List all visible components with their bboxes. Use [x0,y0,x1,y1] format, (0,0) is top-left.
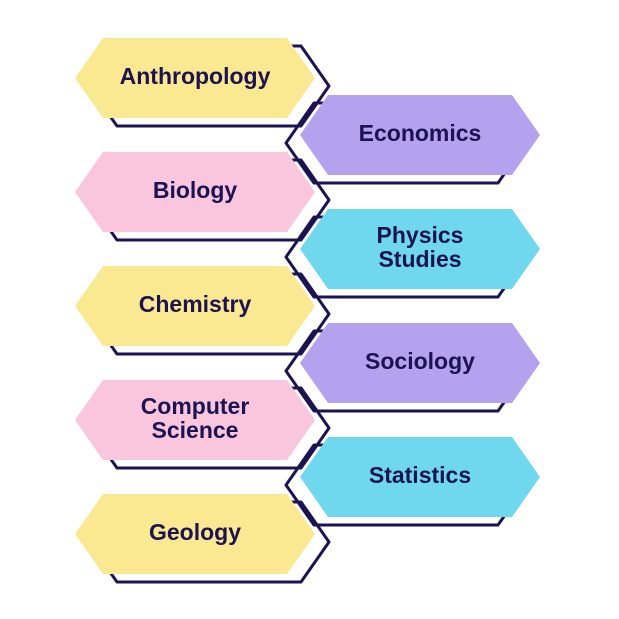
hex-anthropology: Anthropology [75,38,329,126]
hex-label: ComputerScience [141,393,250,443]
hex-label: Anthropology [120,63,271,89]
hex-label: Economics [359,120,482,146]
hex-chemistry: Chemistry [75,266,329,354]
hex-biology: Biology [75,152,329,240]
hex-economics: Economics [286,95,540,183]
subjects-hex-diagram: Anthropology Biology Chemistry ComputerScie… [0,0,619,619]
hex-computer-science: ComputerScience [75,380,329,468]
hex-sociology: Sociology [286,323,540,411]
hex-geology: Geology [75,494,329,582]
hex-label: Statistics [369,462,471,488]
hex-label: Chemistry [139,291,252,317]
hex-label: Sociology [365,348,475,374]
hex-label: Biology [153,177,238,203]
hex-physics-studies: PhysicsStudies [286,209,540,297]
hex-label: PhysicsStudies [377,222,464,272]
hex-statistics: Statistics [286,437,540,525]
hex-label: Geology [149,519,241,545]
